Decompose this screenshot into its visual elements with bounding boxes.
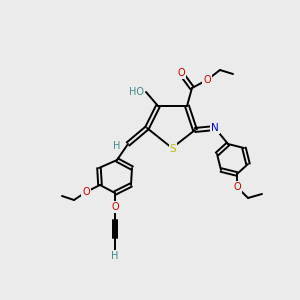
Text: N: N: [211, 123, 219, 133]
Text: H: H: [111, 251, 119, 261]
Text: O: O: [111, 202, 119, 212]
Text: O: O: [233, 182, 241, 192]
Text: O: O: [203, 75, 211, 85]
Text: H: H: [112, 141, 120, 151]
Text: S: S: [170, 144, 176, 154]
Text: HO: HO: [129, 87, 144, 97]
Text: O: O: [177, 68, 185, 78]
Text: O: O: [82, 187, 90, 197]
